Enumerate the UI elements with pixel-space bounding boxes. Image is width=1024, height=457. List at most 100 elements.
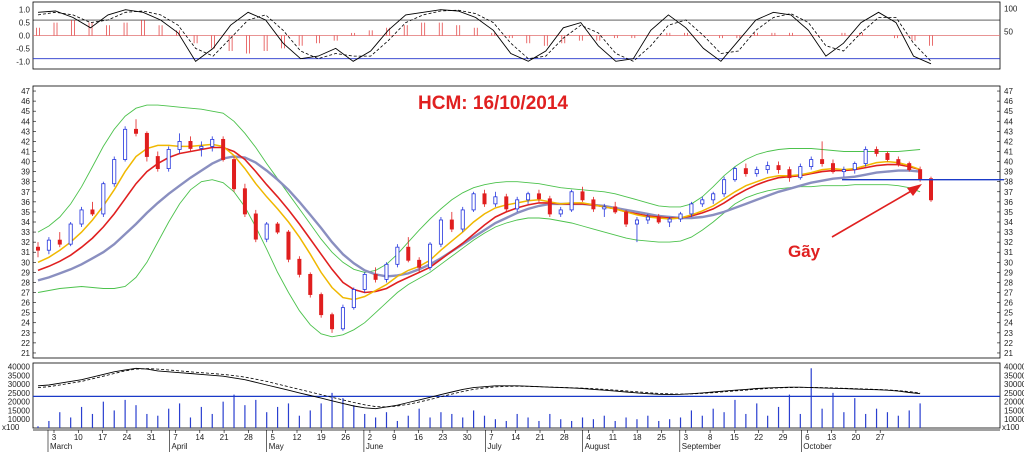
price-tick-label-left: 24: [21, 319, 30, 328]
chart-title: HCM: 16/10/2014: [418, 93, 568, 114]
month-label: July: [487, 442, 501, 451]
osc-d-line: [37, 9, 932, 62]
price-tick-label-right: 42: [1004, 137, 1013, 146]
price-tick-label-right: 27: [1004, 289, 1013, 298]
date-tick-label: 20: [851, 433, 860, 442]
candle-body: [569, 191, 574, 211]
volume-tick-label-left: 15000: [8, 406, 31, 415]
candle-body: [504, 196, 509, 210]
candle-body: [351, 289, 356, 309]
date-tick-label: 9: [392, 433, 397, 442]
price-tick-label-left: 26: [21, 299, 30, 308]
candle-body: [863, 149, 868, 164]
bollinger-lower: [37, 179, 921, 338]
candle-body: [308, 273, 313, 295]
candle-body: [896, 159, 901, 164]
osc-tick-label: 0.5: [19, 19, 31, 28]
volume-tick-label-left: 25000: [8, 389, 31, 398]
candle-body: [449, 219, 454, 230]
volume-tick-label-left: 20000: [8, 398, 31, 407]
candle-body: [340, 307, 345, 330]
candle-body: [471, 193, 476, 211]
date-tick-label: 7: [489, 433, 494, 442]
candle-body: [547, 198, 552, 215]
price-tick-label-left: 28: [21, 278, 30, 287]
date-tick-label: 14: [511, 433, 520, 442]
price-tick-label-left: 31: [21, 248, 30, 257]
price-tick-label-right: 23: [1004, 329, 1013, 338]
price-tick-label-right: 25: [1004, 309, 1013, 318]
month-label: September: [682, 442, 721, 451]
ma-fast-line: [37, 143, 921, 301]
ma-slow-line: [37, 155, 921, 282]
month-label: March: [50, 442, 72, 451]
candle-body: [438, 219, 443, 245]
candle-body: [874, 149, 879, 154]
price-tick-label-left: 43: [21, 127, 30, 136]
volume-tick-label-left: 40000: [8, 363, 31, 372]
date-tick-label: 2: [368, 433, 373, 442]
price-tick-label-left: 36: [21, 198, 30, 207]
volume-tick-label-right: 30000: [1004, 380, 1024, 389]
panel-frame-2: [32, 85, 1001, 359]
price-tick-label-right: 45: [1004, 107, 1013, 116]
price-tick-label-right: 33: [1004, 228, 1013, 237]
price-tick-label-right: 30: [1004, 258, 1013, 267]
candle-body: [199, 146, 204, 149]
date-tick-label: 19: [317, 433, 326, 442]
price-tick-label-left: 23: [21, 329, 30, 338]
price-tick-label-right: 37: [1004, 188, 1013, 197]
candle-body: [645, 216, 650, 221]
price-tick-label-right: 26: [1004, 299, 1013, 308]
candle-body: [90, 209, 95, 215]
date-tick-label: 28: [560, 433, 569, 442]
month-label: October: [803, 442, 832, 451]
candle-body: [580, 191, 585, 201]
candle-body: [558, 209, 563, 215]
price-tick-label-left: 33: [21, 228, 30, 237]
date-tick-label: 7: [173, 433, 178, 442]
price-tick-label-left: 41: [21, 147, 30, 156]
osc-k-line: [37, 9, 932, 65]
date-tick-label: 6: [805, 433, 810, 442]
osc-tick-label: -0.5: [16, 44, 30, 53]
candle-body: [732, 168, 737, 181]
candle-body: [134, 128, 139, 134]
osc-tick-label: 1.0: [19, 6, 31, 15]
month-label: April: [172, 442, 188, 451]
date-tick-label: 15: [730, 433, 739, 442]
month-label: August: [585, 442, 611, 451]
volume-tick-label-right: 15000: [1004, 406, 1024, 415]
volume-tick-label-right: 40000: [1004, 363, 1024, 372]
candle-body: [526, 193, 531, 201]
price-tick-label-right: 34: [1004, 218, 1013, 227]
price-tick-label-right: 36: [1004, 198, 1013, 207]
price-tick-label-right: 40: [1004, 158, 1013, 167]
price-tick-label-left: 21: [21, 349, 30, 358]
candle-body: [144, 132, 149, 157]
candle-body: [362, 273, 367, 290]
date-tick-label: 14: [195, 433, 204, 442]
date-tick-label: 26: [341, 433, 350, 442]
candle-body: [602, 206, 607, 210]
candle-body: [493, 196, 498, 205]
candle-body: [885, 153, 890, 160]
candle-body: [591, 199, 596, 210]
price-tick-label-right: 31: [1004, 248, 1013, 257]
osc-tick-label: -1.0: [16, 57, 30, 66]
price-tick-label-right: 43: [1004, 127, 1013, 136]
candle-body: [36, 246, 41, 251]
date-tick-label: 3: [52, 433, 57, 442]
candle-body: [678, 213, 683, 220]
candle-body: [667, 218, 672, 223]
date-tick-label: 21: [220, 433, 229, 442]
date-tick-label: 3: [684, 433, 689, 442]
volume-tick-label-left: 30000: [8, 380, 31, 389]
candle-body: [536, 193, 541, 200]
price-tick-label-right: 39: [1004, 168, 1013, 177]
price-tick-label-right: 32: [1004, 238, 1013, 247]
price-tick-label-left: 45: [21, 107, 30, 116]
price-tick-label-left: 46: [21, 97, 30, 106]
candle-body: [624, 211, 629, 225]
